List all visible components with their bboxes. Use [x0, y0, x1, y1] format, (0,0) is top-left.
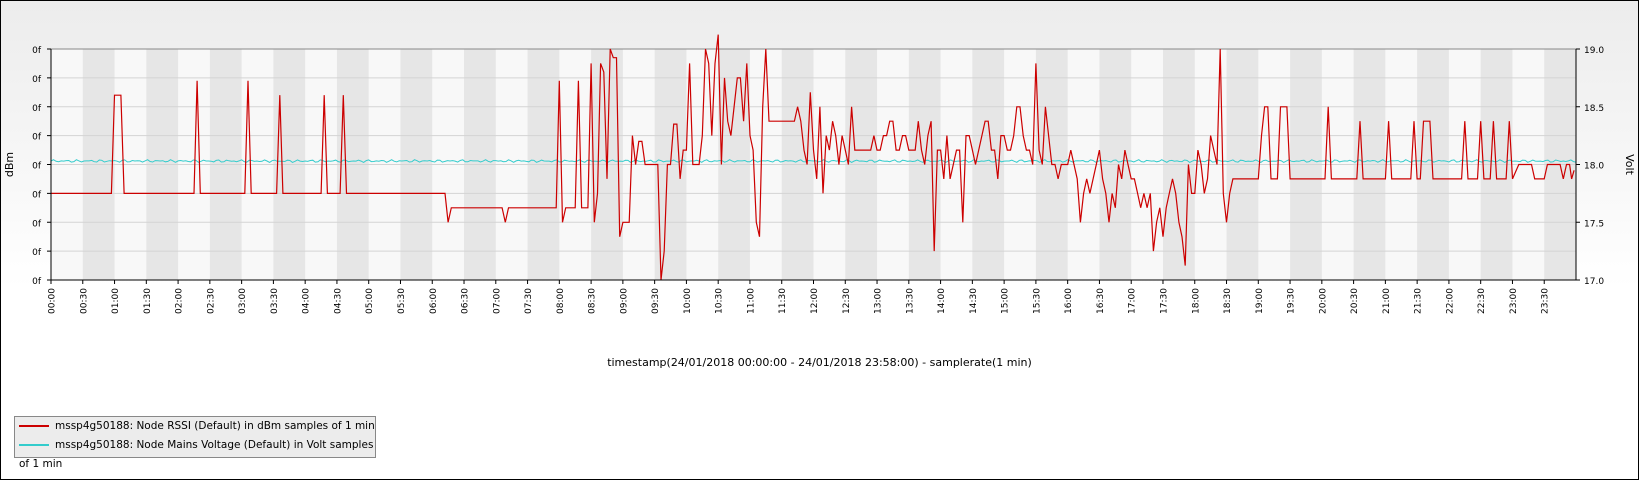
y-left-tick-label: 0f [32, 219, 42, 229]
series-layer [50, 34, 1577, 281]
series-line-rssi [51, 34, 1575, 281]
x-tick-label: 11:30 [778, 288, 788, 314]
x-tick-label: 09:30 [651, 288, 661, 314]
x-tick-label: 21:30 [1414, 288, 1424, 314]
x-tick-label: 12:30 [842, 288, 852, 314]
x-tick-label: 16:00 [1064, 288, 1074, 314]
x-tick-label: 01:00 [111, 288, 121, 314]
x-tick-label: 19:30 [1287, 288, 1297, 314]
x-tick-label: 03:00 [238, 288, 248, 314]
y-left-tick-label: 0f [32, 277, 42, 287]
x-tick-label: 08:30 [588, 288, 598, 314]
x-tick-label: 04:30 [333, 288, 343, 314]
x-tick-label: 04:00 [302, 288, 312, 314]
x-axis-title: timestamp(24/01/2018 00:00:00 - 24/01/20… [607, 356, 1032, 369]
x-tick-label: 07:00 [492, 288, 502, 314]
y-axis-right-label: Volt [1623, 154, 1636, 175]
legend-item-rssi: mssp4g50188: Node RSSI (Default) in dBm … [15, 417, 375, 436]
x-tick-label: 17:00 [1128, 288, 1138, 314]
x-tick-label: 21:00 [1382, 288, 1392, 314]
x-tick-label: 22:30 [1477, 288, 1487, 314]
y-left-tick-label: 0f [32, 75, 42, 85]
legend-label-voltage: mssp4g50188: Node Mains Voltage (Default… [19, 439, 374, 470]
x-tick-label: 15:00 [1001, 288, 1011, 314]
x-tick-label: 18:00 [1191, 288, 1201, 314]
legend-swatch-rssi [19, 425, 49, 427]
y-right-tick-label: 18.0 [1584, 162, 1604, 172]
x-tick-label: 07:30 [524, 288, 534, 314]
x-tick-label: 02:30 [206, 288, 216, 314]
x-tick-label: 10:30 [715, 288, 725, 314]
y-left-tick-label: 0f [32, 104, 42, 114]
x-tick-label: 13:00 [874, 288, 884, 314]
series-line-voltage [50, 159, 1577, 163]
y-left-tick-label: 0f [32, 248, 42, 258]
x-tick-label: 05:30 [397, 288, 407, 314]
y-axis-left-label: dBm [3, 152, 16, 177]
y-right-tick-label: 17.5 [1584, 219, 1604, 229]
x-tick-label: 20:00 [1318, 288, 1328, 314]
x-tick-label: 09:00 [619, 288, 629, 314]
x-axis: 00:00 00:30 01:00 01:30 02:00 02:30 03:00 03:30… [48, 279, 1576, 314]
legend-item-voltage: mssp4g50188: Node Mains Voltage (Default… [15, 436, 375, 470]
x-tick-label: 22:00 [1445, 288, 1455, 314]
x-tick-label: 00:30 [79, 288, 89, 314]
y-left-tick-label: 0f [32, 46, 42, 56]
x-tick-label: 13:30 [905, 288, 915, 314]
x-tick-label: 16:30 [1096, 288, 1106, 314]
x-tick-label: 02:00 [175, 288, 185, 314]
y-right-tick-label: 19.0 [1584, 46, 1604, 56]
x-tick-label: 06:30 [461, 288, 471, 314]
legend: mssp4g50188: Node RSSI (Default) in dBm … [14, 416, 376, 470]
x-tick-label: 03:30 [270, 288, 280, 314]
y-left-tick-label: 0f [32, 133, 42, 143]
x-tick-label: 15:30 [1032, 288, 1042, 314]
x-tick-label: 17:30 [1159, 288, 1169, 314]
x-tick-label: 14:00 [937, 288, 947, 314]
x-tick-label: 00:00 [48, 288, 58, 314]
y-right-tick-label: 18.5 [1584, 104, 1604, 114]
x-tick-label: 12:00 [810, 288, 820, 314]
x-tick-label: 10:00 [683, 288, 693, 314]
x-tick-label: 05:00 [365, 288, 375, 314]
x-tick-label: 01:30 [143, 288, 153, 314]
x-tick-label: 19:00 [1255, 288, 1265, 314]
x-tick-label: 23:30 [1541, 288, 1551, 314]
x-tick-label: 20:30 [1350, 288, 1360, 314]
y-left-tick-label: 0f [32, 190, 42, 200]
y-axis-left: 0f 0f 0f 0f 0f 0f 0f 0f 0f [32, 46, 52, 287]
x-tick-label: 11:00 [746, 288, 756, 314]
y-right-tick-label: 17.0 [1584, 277, 1604, 287]
y-left-tick-label: 0f [32, 162, 42, 172]
x-tick-label: 14:30 [969, 288, 979, 314]
legend-swatch-voltage [19, 444, 49, 446]
x-tick-label: 08:00 [556, 288, 566, 314]
y-axis-right: 17.0 17.5 18.0 18.5 19.0 [1575, 46, 1604, 287]
x-tick-label: 06:00 [429, 288, 439, 314]
x-tick-label: 23:00 [1509, 288, 1519, 314]
legend-label-rssi: mssp4g50188: Node RSSI (Default) in dBm … [55, 420, 375, 432]
x-tick-label: 18:30 [1223, 288, 1233, 314]
